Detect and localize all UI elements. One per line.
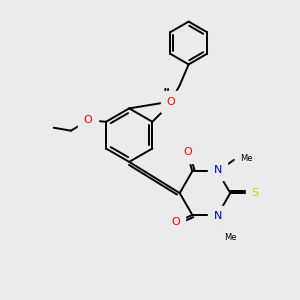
Text: O: O (171, 218, 180, 227)
Text: O: O (167, 97, 175, 106)
Text: N: N (213, 165, 222, 175)
Text: N: N (213, 212, 222, 221)
Text: Me: Me (241, 154, 253, 163)
Text: O: O (184, 147, 192, 157)
Text: Me: Me (224, 233, 237, 242)
Text: S: S (251, 188, 258, 198)
Text: O: O (84, 115, 93, 125)
